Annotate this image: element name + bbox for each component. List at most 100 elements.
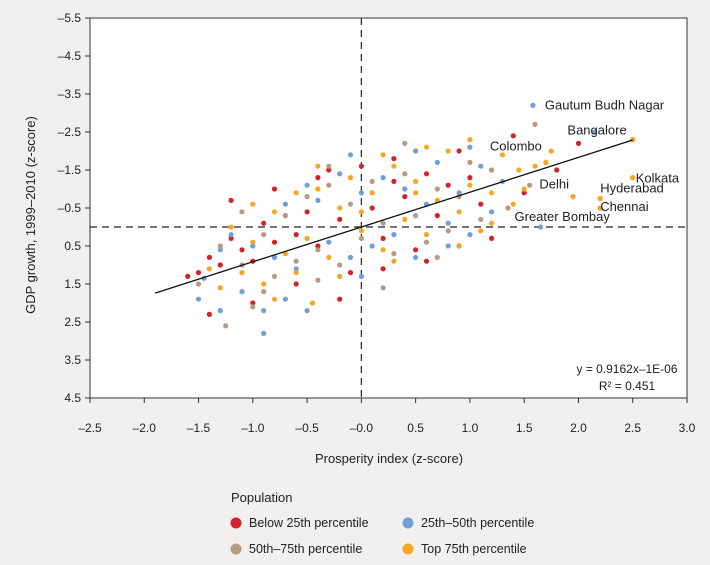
data-point-series-2: [271, 273, 278, 279]
x-tick-label: 3.0: [679, 421, 696, 435]
data-point-series-1: [434, 159, 440, 165]
legend-label: Top 75th percentile: [421, 542, 527, 556]
data-point-series-3: [521, 186, 527, 192]
data-point-series-1: [445, 243, 451, 249]
data-point-series-0: [358, 163, 364, 169]
x-tick-label: –2.0: [133, 421, 157, 435]
data-point-series-2: [489, 167, 495, 173]
data-point-series-1: [467, 232, 473, 238]
data-point-series-2: [505, 205, 511, 211]
data-point-series-2: [250, 304, 256, 310]
y-tick-label: –3.5: [58, 87, 82, 101]
data-point-series-0: [315, 243, 321, 249]
data-point-series-0: [391, 156, 397, 162]
data-point-series-2: [413, 213, 419, 219]
data-point-series-3: [489, 220, 495, 226]
y-tick-label: 1.5: [64, 277, 81, 291]
data-point-series-1: [478, 163, 484, 169]
data-point-series-2: [261, 232, 267, 238]
data-point-series-2: [402, 140, 408, 146]
data-point-series-0: [206, 254, 212, 260]
data-point-series-2: [380, 285, 386, 291]
data-point-series-2: [478, 216, 484, 222]
labeled-data-point: [537, 224, 544, 230]
data-point-series-0: [206, 311, 212, 317]
data-point-series-2: [532, 121, 538, 127]
data-point-series-1: [358, 190, 364, 196]
data-point-series-3: [423, 144, 430, 150]
data-point-series-3: [337, 205, 343, 211]
labeled-data-point: [597, 195, 603, 202]
data-point-series-0: [391, 178, 397, 184]
data-point-series-3: [467, 182, 473, 188]
legend-swatch: [230, 543, 242, 555]
data-point-series-0: [326, 167, 332, 173]
data-point-series-0: [293, 281, 299, 287]
data-point-series-0: [402, 194, 408, 200]
data-point-series-1: [413, 148, 419, 154]
legend-swatch: [230, 517, 242, 529]
data-point-series-3: [478, 228, 484, 234]
data-point-series-3: [228, 224, 234, 230]
data-point-series-1: [326, 239, 332, 245]
legend-label: 50th–75th percentile: [249, 542, 362, 556]
city-label: Colombo: [490, 138, 542, 153]
labeled-data-point: [630, 175, 636, 181]
labeled-data-point: [543, 159, 549, 165]
data-point-series-2: [347, 201, 354, 207]
data-point-series-0: [239, 247, 245, 253]
data-point-series-1: [282, 201, 288, 207]
data-point-series-0: [250, 300, 256, 306]
data-point-series-3: [369, 190, 375, 196]
trendline-equation: y = 0.9162x–1E-06: [576, 362, 677, 376]
data-point-series-3: [239, 270, 245, 276]
city-label: Delhi: [539, 177, 569, 192]
x-tick-label: 2.5: [624, 421, 641, 435]
data-point-series-0: [261, 220, 267, 226]
y-tick-label: –1.5: [58, 163, 82, 177]
data-point-series-1: [402, 186, 408, 192]
data-point-series-3: [261, 281, 267, 287]
data-point-series-3: [250, 201, 256, 207]
x-tick-label: 2.0: [570, 421, 587, 435]
data-point-series-3: [304, 235, 310, 241]
data-point-series-2: [223, 323, 229, 329]
city-label: Gautum Budh Nagar: [545, 97, 665, 112]
trendline: [154, 139, 633, 294]
labeled-data-point: [597, 205, 603, 211]
data-point-series-3: [445, 148, 451, 154]
data-point-series-0: [554, 167, 560, 173]
data-point-series-1: [304, 182, 310, 188]
data-point-series-3: [532, 163, 538, 169]
data-point-series-1: [380, 175, 386, 181]
data-point-series-1: [250, 243, 256, 249]
data-point-series-3: [315, 186, 321, 192]
data-point-series-0: [456, 148, 462, 154]
data-point-series-3: [499, 152, 506, 158]
legend-label: 25th–50th percentile: [421, 516, 534, 530]
x-tick-label: –0.5: [295, 421, 319, 435]
data-point-series-3: [358, 228, 364, 234]
data-point-series-1: [456, 190, 462, 196]
data-point-series-3: [456, 209, 462, 215]
data-point-series-2: [527, 182, 533, 188]
x-tick-label: –0.0: [350, 421, 374, 435]
data-point-series-1: [489, 209, 495, 215]
data-point-series-3: [413, 190, 419, 196]
x-axis-title: Prosperity index (z-score): [315, 451, 463, 466]
data-point-series-3: [206, 266, 212, 272]
data-point-series-2: [239, 209, 245, 215]
data-point-series-2: [434, 254, 440, 260]
data-point-series-1: [445, 220, 451, 226]
data-point-series-0: [510, 133, 516, 139]
data-point-series-0: [380, 266, 386, 272]
data-point-series-1: [337, 171, 343, 177]
data-point-series-3: [326, 254, 332, 260]
data-point-series-3: [423, 232, 430, 238]
data-point-series-0: [478, 201, 484, 207]
data-point-series-3: [402, 216, 408, 222]
data-point-series-2: [402, 171, 408, 177]
data-point-series-0: [575, 140, 582, 146]
data-point-series-3: [380, 247, 386, 253]
